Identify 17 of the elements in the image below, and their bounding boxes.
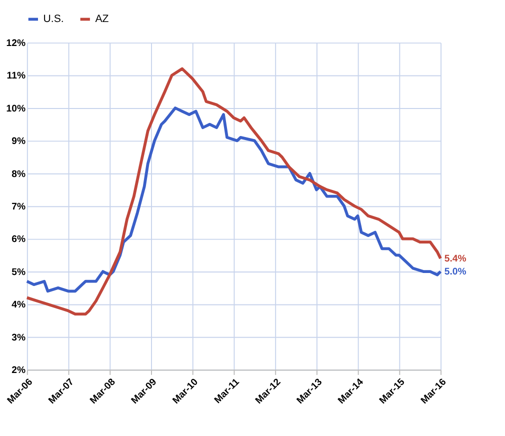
y-tick-label: 6%: [12, 234, 26, 246]
y-tick-label: 2%: [12, 365, 26, 376]
y-tick-label: 4%: [12, 300, 26, 311]
y-tick-label: 5%: [12, 266, 26, 278]
y-tick-label: 9%: [12, 136, 26, 148]
annotation: 5.0%: [444, 266, 467, 278]
y-tick-label: 8%: [12, 168, 26, 180]
y-tick-label: 12%: [6, 38, 26, 49]
legend-label: U.S.: [43, 13, 64, 26]
line-series: [25, 67, 442, 316]
line-series: [25, 106, 442, 293]
y-tick-label: 7%: [12, 201, 26, 212]
y-tick-label: 3%: [12, 332, 26, 344]
legend-label: AZ: [95, 13, 110, 26]
annotation: 5.4%: [444, 253, 467, 264]
y-tick-label: 10%: [6, 103, 26, 114]
y-tick-label: 11%: [6, 70, 26, 82]
